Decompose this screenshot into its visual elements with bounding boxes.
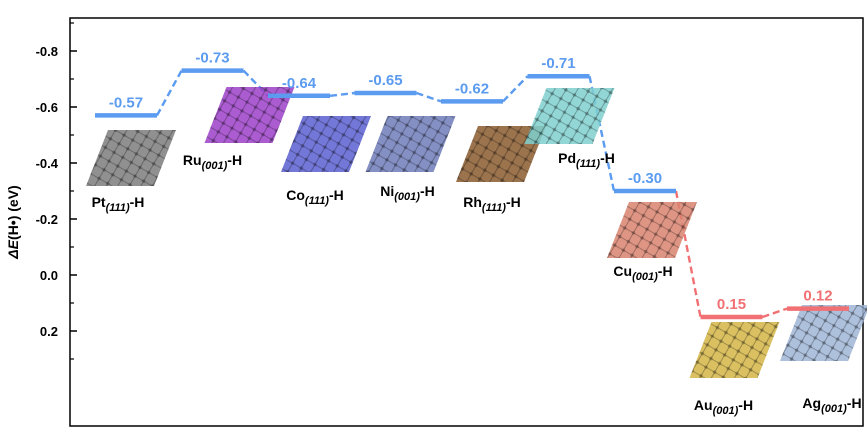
category-label: Cu(001)-H [613, 263, 672, 283]
data-label: -0.65 [368, 72, 402, 89]
crystal-lattice-overlay [365, 116, 456, 172]
connector-line [329, 91, 355, 97]
data-label: -0.57 [109, 94, 143, 111]
category-label: Pt(111)-H [92, 194, 145, 214]
chart-marks: -0.57 Pt(111)-H -0.73 Ru(001)-H -0.64 Co(111)… [86, 50, 867, 417]
data-label: 0.15 [717, 296, 746, 313]
y-tick-label: -0.2 [36, 212, 58, 227]
crystal-lattice-overlay [456, 126, 546, 182]
data-label: 0.12 [803, 288, 832, 305]
data-label: -0.64 [282, 75, 317, 92]
category-label: Pd(111)-H [558, 150, 615, 170]
connector-line [588, 75, 616, 192]
y-tick-label: -0.4 [36, 156, 59, 171]
crystal-lattice-overlay [281, 116, 371, 172]
crystal-lattice-overlay [689, 322, 780, 378]
category-label: Co(111)-H [286, 187, 344, 207]
data-label: -0.30 [628, 170, 662, 187]
data-label: -0.73 [195, 50, 229, 67]
plot-frame [69, 17, 864, 427]
data-label: -0.62 [455, 80, 489, 97]
crystal-lattice-overlay [86, 130, 176, 186]
crystal-lattice-overlay [524, 88, 615, 144]
category-label: Ru(001)-H [183, 152, 242, 172]
y-tick-label: -0.8 [36, 44, 58, 59]
category-label: Ag(001)-H [802, 395, 861, 415]
y-tick-label: 0.2 [40, 324, 58, 339]
y-axis-title: ΔE(H•) (eV) [5, 185, 21, 259]
crystal-lattice-overlay [204, 87, 295, 143]
crystal-lattice-overlay [607, 202, 697, 258]
data-label: -0.71 [541, 55, 575, 72]
y-axis: -0.8 -0.6 -0.4 -0.2 0.0 0.2 [36, 22, 77, 360]
connector-line [762, 307, 788, 319]
category-label: Au(001)-H [694, 397, 753, 417]
y-tick-label: 0.0 [40, 268, 58, 283]
category-label: Ni(001)-H [380, 183, 434, 203]
category-label: Rh(111)-H [463, 194, 521, 214]
connector-line [155, 70, 183, 116]
connector-line [416, 91, 442, 103]
connector-line [502, 75, 529, 103]
y-tick-label: -0.6 [36, 100, 58, 115]
crystal-lattice-overlay [780, 305, 867, 361]
connector-line [242, 69, 269, 97]
